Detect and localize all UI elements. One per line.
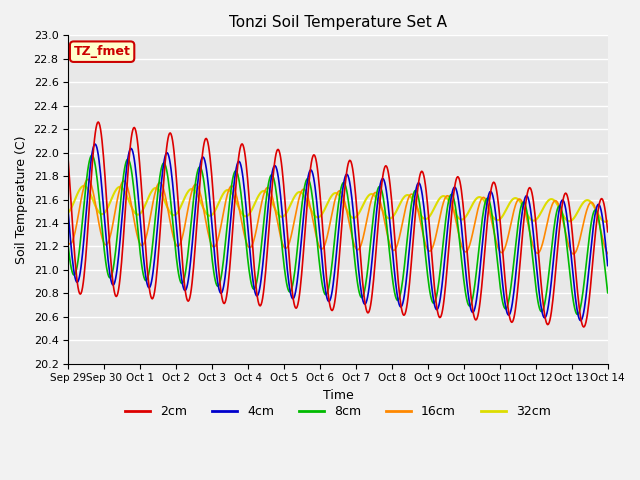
- Line: 4cm: 4cm: [68, 144, 608, 321]
- 16cm: [214, 238, 221, 243]
- 4cm: [214, 279, 221, 285]
- 4cm: [577, 318, 584, 324]
- 16cm: [74, 214, 82, 220]
- 8cm: [131, 191, 138, 196]
- Line: 16cm: 16cm: [68, 180, 608, 254]
- 32cm: [131, 209, 138, 215]
- 16cm: [65, 240, 72, 246]
- 2cm: [74, 285, 82, 290]
- 4cm: [131, 156, 138, 162]
- 16cm: [131, 218, 138, 224]
- 4cm: [65, 210, 72, 216]
- 8cm: [604, 290, 612, 296]
- 4cm: [404, 259, 412, 265]
- 4cm: [74, 278, 82, 284]
- 2cm: [185, 297, 193, 303]
- 32cm: [185, 188, 193, 193]
- 2cm: [604, 229, 612, 235]
- 4cm: [92, 141, 99, 147]
- 2cm: [65, 158, 72, 164]
- 2cm: [131, 125, 138, 131]
- 4cm: [420, 204, 428, 210]
- 8cm: [214, 283, 221, 289]
- Line: 8cm: 8cm: [68, 156, 608, 314]
- 2cm: [580, 324, 588, 330]
- 2cm: [420, 173, 428, 179]
- 32cm: [214, 203, 221, 208]
- Y-axis label: Soil Temperature (C): Soil Temperature (C): [15, 135, 28, 264]
- Text: TZ_fmet: TZ_fmet: [74, 45, 131, 58]
- 16cm: [404, 196, 412, 202]
- 8cm: [65, 244, 72, 250]
- 2cm: [95, 119, 102, 125]
- 16cm: [604, 251, 612, 256]
- 8cm: [404, 228, 412, 234]
- 32cm: [604, 218, 612, 224]
- X-axis label: Time: Time: [323, 389, 353, 402]
- 8cm: [74, 258, 82, 264]
- 16cm: [84, 177, 92, 182]
- 32cm: [74, 190, 82, 195]
- 8cm: [185, 240, 193, 246]
- 4cm: [604, 263, 612, 268]
- 32cm: [420, 216, 428, 221]
- 32cm: [65, 210, 72, 216]
- 32cm: [404, 192, 412, 198]
- 4cm: [185, 272, 193, 277]
- 2cm: [404, 294, 412, 300]
- 8cm: [88, 153, 95, 158]
- Line: 32cm: 32cm: [68, 186, 608, 222]
- 2cm: [214, 252, 221, 258]
- 16cm: [420, 235, 428, 241]
- 16cm: [570, 251, 577, 257]
- 8cm: [574, 312, 582, 317]
- 32cm: [602, 219, 609, 225]
- Line: 2cm: 2cm: [68, 122, 608, 327]
- Legend: 2cm, 4cm, 8cm, 16cm, 32cm: 2cm, 4cm, 8cm, 16cm, 32cm: [120, 400, 556, 423]
- 32cm: [80, 183, 88, 189]
- 8cm: [420, 237, 428, 243]
- 16cm: [185, 201, 193, 206]
- Title: Tonzi Soil Temperature Set A: Tonzi Soil Temperature Set A: [229, 15, 447, 30]
